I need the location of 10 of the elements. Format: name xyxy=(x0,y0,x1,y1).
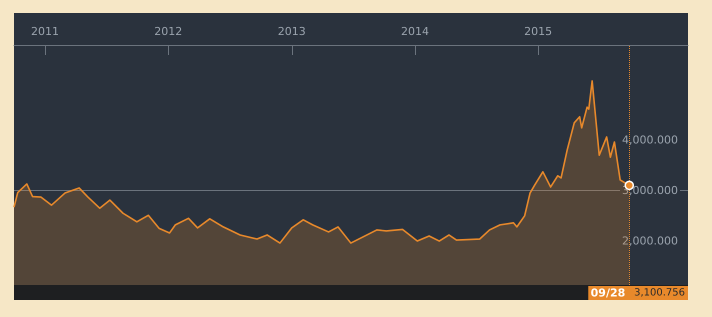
text: 3,100.756 xyxy=(634,288,685,298)
y-tick-label: 3,000.000 xyxy=(622,184,678,198)
x-tick-label: 2015 xyxy=(524,25,552,38)
y-tick-label: 2,000.000 xyxy=(622,234,678,248)
y-tick-label: 4,000.000 xyxy=(622,133,678,146)
x-tick-label: 2014 xyxy=(400,25,429,38)
x-tick-label: 2012 xyxy=(154,25,182,38)
x-tick-label: 2013 xyxy=(278,25,306,38)
x-tick-label: 2011 xyxy=(31,25,60,38)
ref-line-label: 09/28 xyxy=(590,286,626,300)
